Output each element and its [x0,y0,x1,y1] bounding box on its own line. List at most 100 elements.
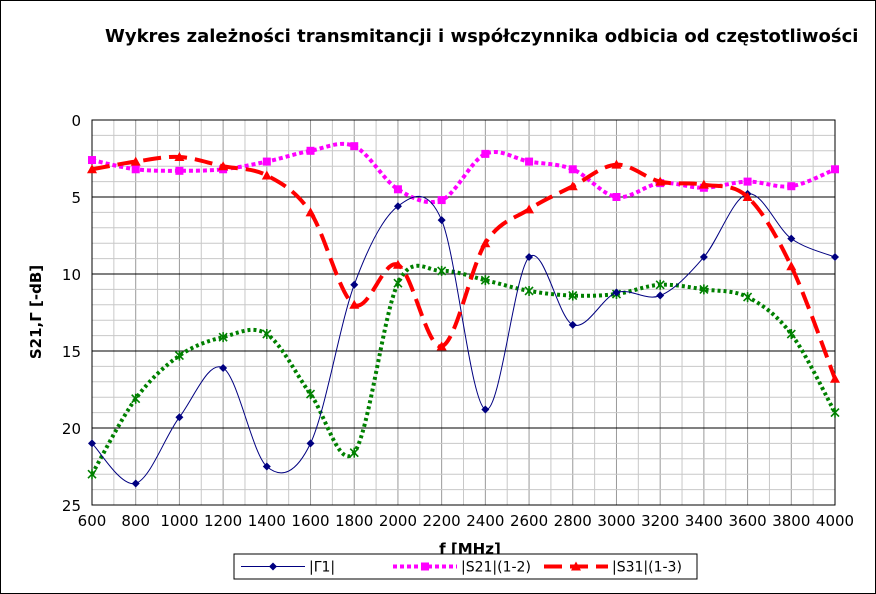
data-point [568,320,577,329]
data-point [611,159,622,169]
data-point [262,157,271,166]
y-tick-label: 0 [71,112,81,130]
x-tick-label: 2600 [510,512,548,530]
data-point [131,393,141,404]
data-point [786,261,797,271]
data-point [524,285,534,296]
x-tick-label: 1000 [160,512,198,530]
data-point [174,151,185,161]
data-point [306,146,315,155]
data-point [174,350,184,361]
data-point [349,299,360,309]
legend-marker [421,562,429,571]
data-point [655,279,665,290]
data-point [262,329,272,340]
x-tick-label: 2400 [466,512,504,530]
series-1 [88,189,839,488]
data-point [219,363,228,372]
series-group [87,141,840,488]
chart-title: Wykres zależności transmitancji i współc… [105,26,858,47]
data-point [787,182,796,191]
data-point [481,149,490,158]
data-point [830,373,840,383]
data-point [480,275,490,286]
data-point [306,439,315,448]
data-point [568,165,577,174]
data-point [436,341,447,351]
data-point [612,193,621,201]
data-point [830,407,840,418]
data-point [88,439,96,448]
y-tick-label: 20 [62,420,81,438]
data-point [568,290,578,301]
x-tick-label: 600 [78,512,107,530]
x-tick-label: 1800 [335,512,373,530]
data-point [743,177,752,186]
data-point [350,142,359,151]
data-point [525,253,534,262]
x-axis-ticks: 600 800 1000 1200 1400 1600 1800 2000 2200 2400 26… [78,512,854,530]
data-point [131,165,140,174]
data-point [393,202,402,211]
legend-box [233,553,698,580]
data-point [525,157,534,166]
x-tick-label: 3800 [772,512,810,530]
legend-entry-label: |S21|(1-2) [461,560,531,576]
x-tick-label: 3000 [597,512,635,530]
data-point [437,216,446,225]
data-point [567,181,578,191]
data-point [88,156,96,165]
data-point [350,280,359,289]
data-point [87,164,97,174]
x-tick-label: 3600 [728,512,766,530]
data-point [262,462,271,471]
data-point [437,196,446,205]
data-point [305,389,316,400]
grid [92,120,835,505]
series-3 [87,151,840,383]
data-point [131,479,140,488]
legend-entry-label: |S31|(1-3) [612,560,682,576]
data-point [480,238,491,248]
data-point [524,204,535,214]
data-point [699,284,709,295]
x-tick-label: 1600 [291,512,329,530]
legend-marker [269,562,277,571]
x-tick-label: 3400 [685,512,723,530]
x-tick-label: 1400 [248,512,286,530]
x-tick-label: 2800 [554,512,592,530]
plot-border [91,119,836,506]
data-point [87,469,97,480]
x-tick-label: 800 [121,512,150,530]
data-point [218,332,228,343]
x-tick-label: 2000 [379,512,417,530]
x-tick-label: 1200 [204,512,242,530]
data-point [831,165,839,174]
data-point [831,253,839,262]
data-point [175,413,184,422]
x-tick-label: 3200 [641,512,679,530]
data-point [175,166,184,175]
data-point [612,288,621,297]
y-tick-label: 25 [62,497,81,515]
data-point [437,265,447,276]
data-point [481,405,490,414]
y-axis-ticks: 0 5 10 15 20 25 [62,112,81,515]
data-point [393,185,402,194]
data-point [305,207,316,217]
data-point [130,156,141,166]
data-point [218,161,229,171]
x-tick-label: 2200 [423,512,461,530]
x-tick-label: 4000 [816,512,854,530]
legend-entry-label: |Γ1| [309,560,335,576]
data-point [349,447,359,458]
data-point [655,176,666,186]
y-tick-label: 15 [62,343,81,361]
data-point [742,192,753,201]
y-tick-label: 5 [71,189,81,207]
legend: |Γ1| |S21|(1-2) |S31|(1-3) [233,553,698,580]
y-tick-label: 10 [62,266,81,284]
data-point [786,329,796,340]
